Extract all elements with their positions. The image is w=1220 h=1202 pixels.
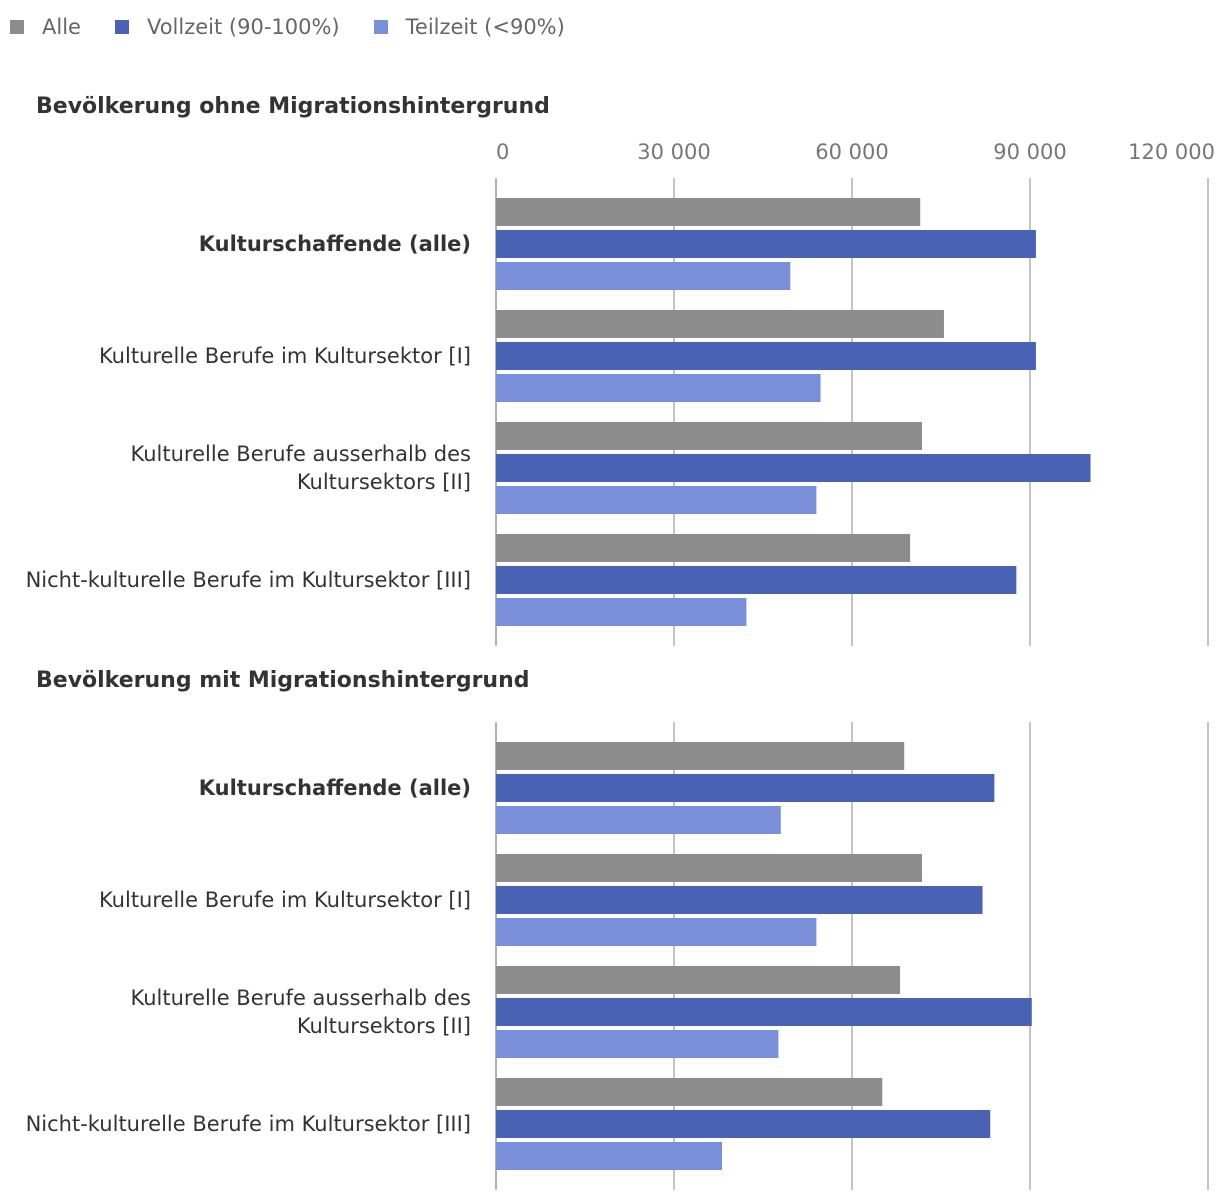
bar[interactable] [496, 742, 905, 770]
bar[interactable] [496, 998, 1032, 1026]
legend-label-vollzeit: Vollzeit (90-100%) [146, 15, 340, 39]
category-label: Kulturelle Berufe im Kultursektor [I] [98, 888, 471, 912]
category-label: Nicht-kulturelle Berufe im Kultursektor … [25, 568, 471, 592]
category-label: Kulturelle Berufe im Kultursektor [I] [98, 344, 471, 368]
bar[interactable] [496, 566, 1017, 594]
bar[interactable] [496, 230, 1036, 258]
legend-item-vollzeit[interactable]: Vollzeit (90-100%) [114, 15, 340, 39]
bar[interactable] [496, 198, 921, 226]
bar[interactable] [496, 886, 983, 914]
x-tick-label: 0 [496, 140, 510, 164]
legend-item-teilzeit[interactable]: Teilzeit (<90%) [373, 15, 565, 39]
legend-swatch-alle [10, 20, 24, 34]
legend-label-teilzeit: Teilzeit (<90%) [405, 15, 565, 39]
bar[interactable] [496, 486, 817, 514]
panel-title-ohne-migration: Bevölkerung ohne Migrationshintergrund [36, 94, 550, 119]
bar[interactable] [496, 310, 944, 338]
bar[interactable] [496, 774, 995, 802]
bar[interactable] [496, 1142, 723, 1170]
x-tick-label: 90 000 [993, 140, 1067, 164]
x-tick-label: 60 000 [815, 140, 889, 164]
bar[interactable] [496, 342, 1036, 370]
chart-legend: Alle Vollzeit (90-100%) Teilzeit (<90%) [10, 10, 599, 44]
bar[interactable] [496, 454, 1091, 482]
x-tick-label: 30 000 [637, 140, 711, 164]
bar[interactable] [496, 1030, 779, 1058]
bar[interactable] [496, 918, 817, 946]
bar[interactable] [496, 374, 821, 402]
bar[interactable] [496, 262, 791, 290]
category-label: Kulturschaffende (alle) [198, 776, 471, 800]
panel-title-mit-migration: Bevölkerung mit Migrationshintergrund [36, 668, 530, 693]
bar[interactable] [496, 598, 747, 626]
category-label: Nicht-kulturelle Berufe im Kultursektor … [25, 1112, 471, 1136]
category-label: Kulturelle Berufe ausserhalb des Kulturs… [130, 986, 471, 1038]
category-label: Kulturelle Berufe ausserhalb des Kulturs… [130, 442, 471, 494]
bar[interactable] [496, 806, 781, 834]
bar[interactable] [496, 1078, 883, 1106]
bar[interactable] [496, 534, 911, 562]
bar[interactable] [496, 422, 923, 450]
legend-swatch-vollzeit [114, 20, 129, 34]
legend-label-alle: Alle [42, 15, 81, 39]
category-label: Kulturschaffende (alle) [198, 232, 471, 256]
legend-item-alle[interactable]: Alle [10, 15, 81, 39]
bar[interactable] [496, 1110, 991, 1138]
bar[interactable] [496, 966, 901, 994]
bar[interactable] [496, 854, 923, 882]
legend-swatch-teilzeit [373, 20, 388, 34]
x-tick-label: 120 000 [1128, 140, 1215, 164]
